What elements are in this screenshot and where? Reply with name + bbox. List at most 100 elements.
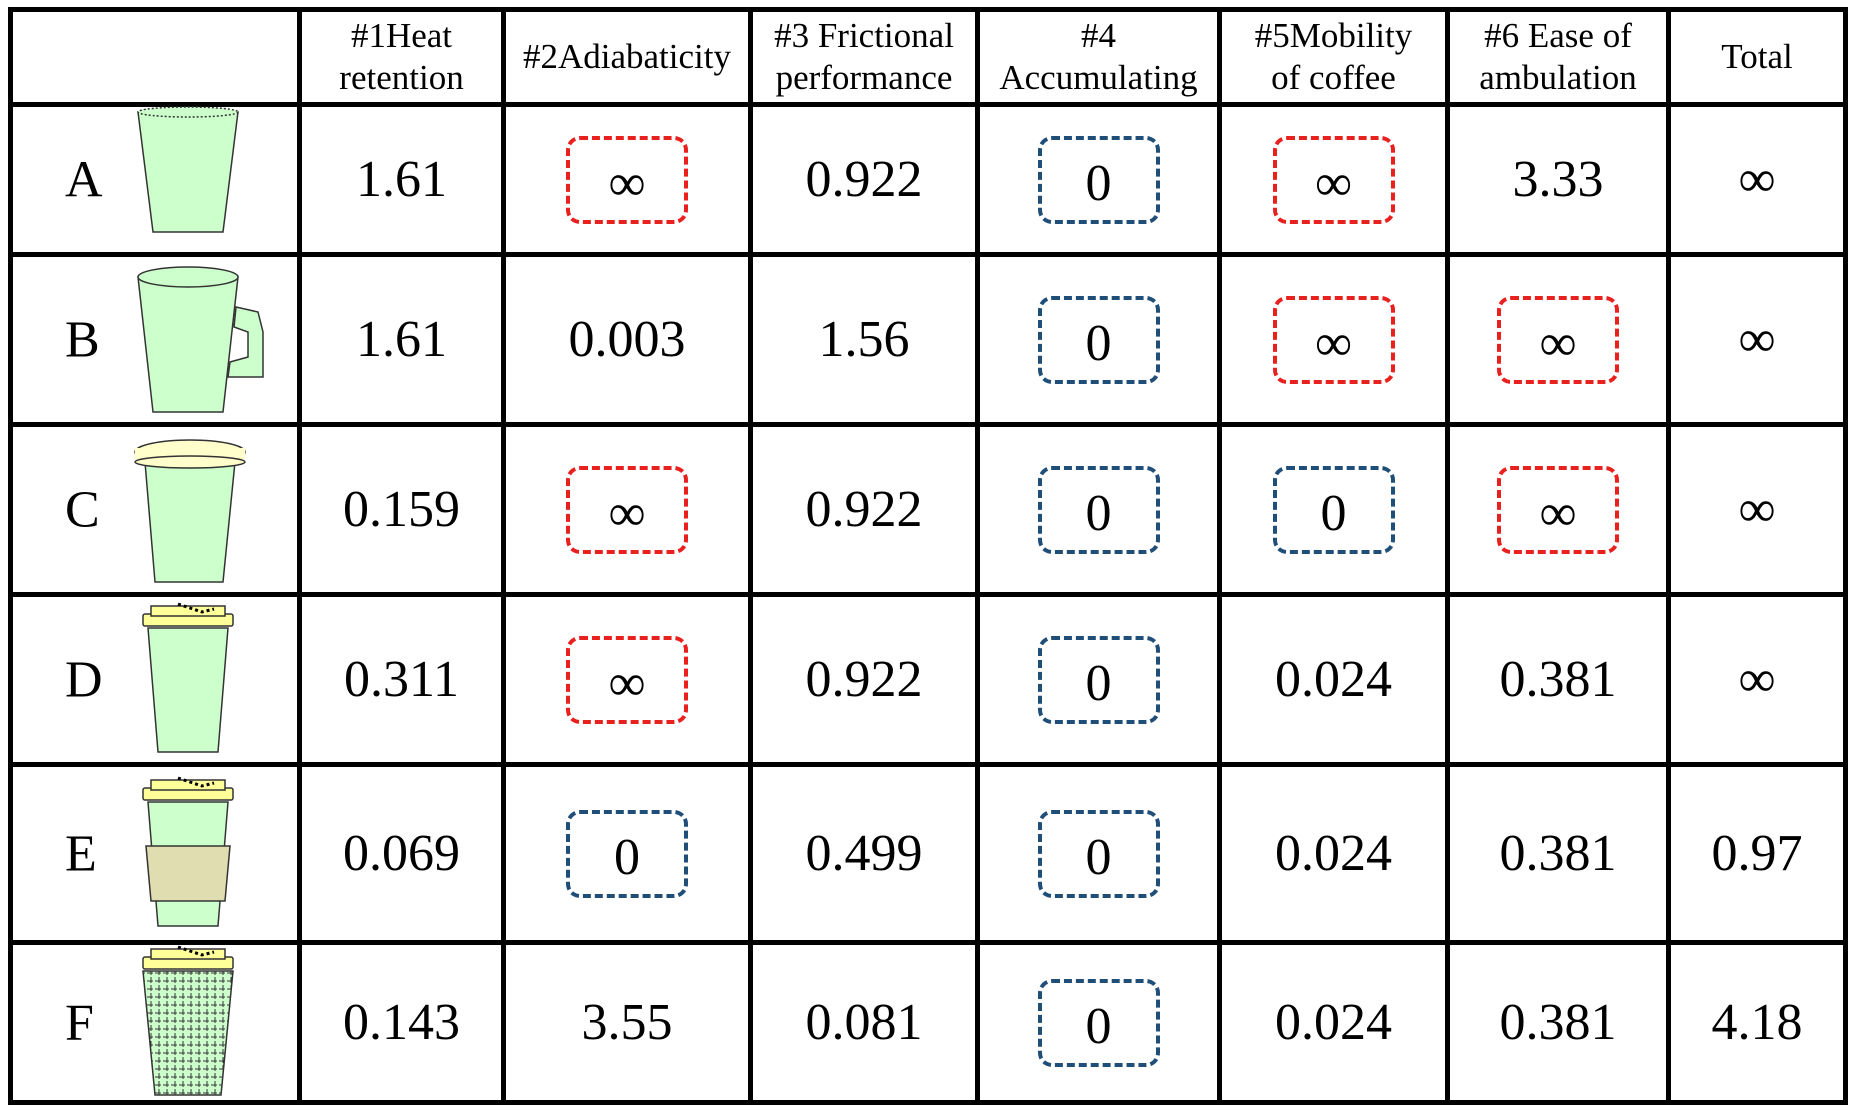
value-cell: 0.381 [1448, 765, 1669, 943]
value-cell: 0.381 [1448, 943, 1669, 1103]
cup-shape [145, 462, 235, 582]
header-text: retention [339, 58, 463, 97]
value-cell: ∞ [1448, 255, 1669, 425]
value-cell: 0.922 [751, 595, 978, 765]
header-text: ambulation [1479, 58, 1636, 97]
header-text: #1Heat [351, 16, 452, 55]
value-cell: 0 [1220, 425, 1448, 595]
highlight-box: ∞ [566, 136, 688, 224]
value-cell: ∞ [1669, 595, 1846, 765]
cup-shape [151, 780, 225, 790]
value-cell: 0.922 [751, 425, 978, 595]
value-cell: 0 [978, 943, 1220, 1103]
body: #1Heatretention #2Adiabaticity #3 Friction… [0, 0, 1849, 1112]
cup-icon [123, 602, 273, 758]
highlight-box: ∞ [566, 466, 688, 554]
value-cell: 1.56 [751, 255, 978, 425]
highlight-box: 0 [566, 810, 688, 898]
highlight-box: 0 [1038, 810, 1160, 898]
value-cell: 0.024 [1220, 595, 1448, 765]
value-cell: 0.081 [751, 943, 978, 1103]
value-cell: ∞ [504, 425, 751, 595]
header-text: #5Mobility [1255, 16, 1413, 55]
value-cell: 0.499 [751, 765, 978, 943]
highlight-box: ∞ [566, 636, 688, 724]
value-cell: 0 [978, 105, 1220, 255]
value-cell: ∞ [1220, 105, 1448, 255]
value-cell: ∞ [1669, 255, 1846, 425]
value-cell: ∞ [1448, 425, 1669, 595]
row-label-cell: A [11, 105, 300, 255]
highlight-box: 0 [1038, 979, 1160, 1067]
highlight-box: ∞ [1497, 466, 1619, 554]
header-text: #4 [1081, 16, 1116, 55]
highlight-box: 0 [1038, 636, 1160, 724]
highlight-box: ∞ [1273, 296, 1395, 384]
value-cell: 0 [978, 425, 1220, 595]
row-label-cell: B [11, 255, 300, 425]
header-text: Total [1721, 37, 1792, 76]
highlight-box: ∞ [1273, 136, 1395, 224]
value-cell: 0.143 [300, 943, 504, 1103]
cup-shape [138, 112, 238, 232]
corner-cell [11, 10, 300, 105]
cup-shape [151, 606, 225, 616]
row-label: B [65, 310, 100, 369]
highlight-box: 0 [1273, 466, 1395, 554]
cup-shape [135, 456, 245, 468]
header-text: of coffee [1271, 58, 1396, 97]
header-text: #3 Frictional [774, 16, 954, 55]
row-label-cell: F [11, 943, 300, 1103]
header-text: #6 Ease of [1484, 16, 1632, 55]
value-cell: 0.069 [300, 765, 504, 943]
cup-shape [138, 267, 238, 287]
cup-icon [123, 432, 273, 588]
value-cell: 1.61 [300, 105, 504, 255]
row-label-cell: E [11, 765, 300, 943]
highlight-box: ∞ [1497, 296, 1619, 384]
highlight-box: 0 [1038, 296, 1160, 384]
value-cell: 0.003 [504, 255, 751, 425]
cup-shape [138, 277, 238, 412]
row-label: E [65, 824, 97, 883]
highlight-box: 0 [1038, 466, 1160, 554]
cup-shape [138, 107, 238, 117]
value-cell: 0.159 [300, 425, 504, 595]
row-label-cell: D [11, 595, 300, 765]
value-cell: ∞ [1669, 105, 1846, 255]
cup-shape [148, 628, 228, 752]
header-text: performance [776, 58, 953, 97]
value-cell: 0.381 [1448, 595, 1669, 765]
value-cell: 0 [978, 765, 1220, 943]
value-cell: 0 [978, 255, 1220, 425]
value-cell: 0 [504, 765, 751, 943]
row-label-cell: C [11, 425, 300, 595]
value-cell: 4.18 [1669, 943, 1846, 1103]
row-label: C [65, 480, 100, 539]
highlight-box: 0 [1038, 136, 1160, 224]
cup-icon [123, 262, 273, 418]
header-text: Accumulating [999, 58, 1197, 97]
cup-shape [143, 971, 233, 1095]
value-cell: 0.024 [1220, 943, 1448, 1103]
column-header: #2Adiabaticity [504, 10, 751, 105]
cup-icon [123, 776, 273, 932]
value-cell: 3.33 [1448, 105, 1669, 255]
cup-shape [151, 949, 225, 959]
value-cell: 0.024 [1220, 765, 1448, 943]
value-cell: 0 [978, 595, 1220, 765]
header-text: #2Adiabaticity [523, 37, 731, 76]
